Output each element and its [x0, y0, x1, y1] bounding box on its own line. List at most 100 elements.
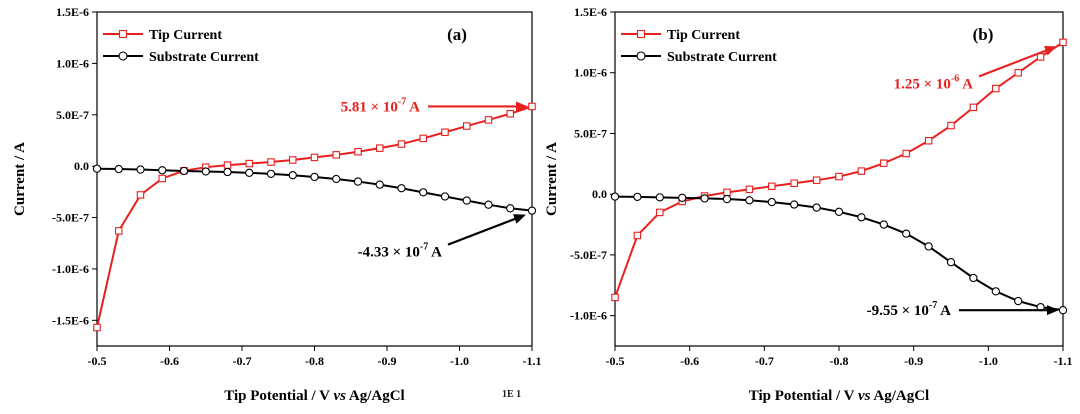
data-point — [991, 287, 1000, 296]
data-point — [136, 165, 145, 174]
data-point — [924, 136, 933, 145]
data-point — [288, 156, 297, 164]
data-point — [700, 194, 709, 203]
data-point — [992, 84, 1000, 93]
data-point — [723, 188, 731, 197]
annotation-unit: A — [937, 303, 951, 319]
legend-label: Substrate Current — [149, 50, 259, 65]
data-point — [946, 258, 956, 267]
annotation-arrow-shaft — [447, 216, 521, 246]
annotation-arrow-shaft — [978, 47, 1052, 78]
x-tick-label: -0.8 — [830, 354, 849, 368]
data-point — [158, 174, 167, 183]
data-point — [375, 180, 384, 189]
data-point — [1058, 306, 1068, 315]
data-point — [790, 200, 799, 209]
y-tick-label: 5.0E-7 — [574, 126, 607, 140]
x-axis-title-part: vs — [858, 388, 871, 404]
annotation: -4.33 × 10-7 A — [358, 214, 526, 261]
annotation-label: 5.81 × 10-7 A — [341, 96, 421, 115]
annotation: -9.55 × 10-7 A — [867, 300, 1059, 319]
data-point — [397, 140, 406, 148]
data-point — [267, 158, 275, 166]
x-axis-title-part: vs — [333, 388, 346, 404]
data-point — [375, 144, 384, 152]
x-axis-title-part: Ag/AgCl — [870, 388, 929, 404]
annotation-unit: A — [428, 245, 442, 261]
y-axis-title: Current / A — [544, 142, 560, 216]
chart-panel-b: -0.5 -0.6 -0.7 -0.8 -0.9 -1.0 -1.1 -1.0E-6 -5.0E… — [544, 5, 1073, 404]
series-substrate-current — [92, 164, 537, 215]
annotation-unit: A — [959, 76, 973, 92]
y-tick-label: -5.0E-7 — [52, 211, 89, 225]
data-point — [332, 174, 341, 184]
data-point — [136, 191, 145, 199]
annotation-base: -4.33 × 10 — [358, 245, 420, 261]
data-point — [266, 169, 276, 179]
legend-marker — [636, 51, 646, 61]
data-point — [947, 121, 955, 130]
data-point — [332, 151, 340, 159]
x-tick-label: -1.1 — [1054, 354, 1073, 368]
data-point — [223, 167, 232, 177]
annotation-base: 5.81 × 10 — [341, 99, 398, 115]
x-tick-label: -0.8 — [305, 354, 324, 368]
data-point — [419, 188, 428, 197]
y-tick-label: 1.5E-6 — [56, 5, 89, 19]
data-point — [656, 208, 664, 217]
data-point — [440, 192, 450, 201]
data-point — [462, 196, 471, 205]
data-point — [462, 122, 471, 130]
x-axis-title: Tip Potential / V vs Ag/AgCl — [224, 388, 404, 404]
panel-label: (a) — [447, 25, 467, 44]
data-point — [790, 179, 798, 188]
data-point — [353, 177, 363, 186]
legend-label: Tip Current — [149, 28, 222, 43]
x-tick-label: -0.6 — [680, 354, 699, 368]
data-point — [633, 192, 642, 202]
data-point — [633, 231, 642, 240]
annotation: 1.25 × 10-6 A — [894, 46, 1057, 92]
annotation-label: -9.55 × 10-7 A — [867, 300, 952, 319]
x-tick-label: -0.9 — [904, 354, 923, 368]
data-point — [201, 167, 210, 176]
annotation-arrow-head — [1047, 305, 1059, 316]
data-point — [611, 293, 619, 302]
data-point — [92, 164, 102, 173]
data-point — [902, 149, 910, 158]
legend-marker — [636, 29, 646, 39]
y-tick-label: 1.0E-6 — [574, 66, 607, 80]
x-axis-title: Tip Potential / V vs Ag/AgCl — [749, 388, 929, 404]
data-point — [179, 166, 189, 176]
data-point — [745, 196, 754, 205]
y-tick-label: -1.0E-6 — [570, 309, 607, 323]
x-tick-label: -0.6 — [160, 354, 179, 368]
data-point — [610, 192, 620, 201]
annotation-exponent: -6 — [951, 73, 959, 84]
data-point — [857, 167, 866, 175]
x-tick-label: -0.9 — [378, 354, 397, 368]
legend-label: Substrate Current — [667, 50, 777, 65]
legend: Tip Current Substrate Current — [103, 28, 259, 65]
annotation-label: 1.25 × 10-6 A — [894, 73, 974, 92]
y-tick-label: 0.0 — [592, 187, 607, 201]
annotation-base: -9.55 × 10 — [867, 303, 929, 319]
data-point — [1014, 68, 1022, 77]
legend-label: Tip Current — [667, 28, 740, 43]
annotation-base: 1.25 × 10 — [894, 76, 951, 92]
data-point — [655, 193, 664, 202]
annotation-exponent: -7 — [398, 96, 406, 107]
series-tip-current — [93, 102, 536, 332]
series-line — [614, 41, 1064, 298]
series-tip-current — [611, 38, 1067, 302]
series-line — [96, 105, 533, 328]
y-tick-label: 5.0E-7 — [56, 108, 89, 122]
data-point — [397, 184, 406, 193]
panel-label: (b) — [973, 25, 994, 44]
legend: Tip Current Substrate Current — [621, 28, 777, 65]
data-point — [857, 213, 866, 222]
data-point — [245, 159, 254, 168]
data-point — [969, 273, 978, 283]
data-point — [745, 185, 754, 194]
